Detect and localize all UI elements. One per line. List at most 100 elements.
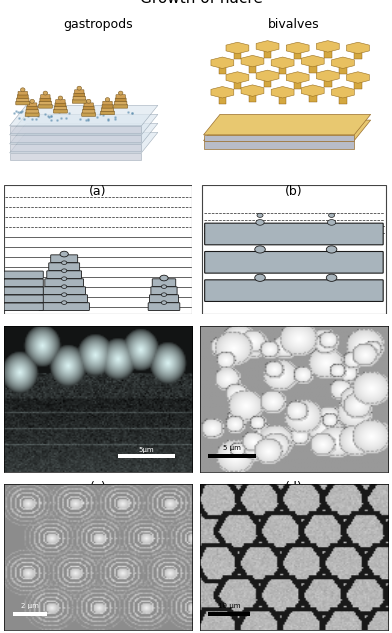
Circle shape — [60, 251, 68, 257]
Bar — [279, 96, 287, 104]
FancyBboxPatch shape — [56, 99, 65, 103]
Circle shape — [62, 269, 67, 272]
FancyBboxPatch shape — [40, 98, 51, 101]
Circle shape — [328, 213, 335, 217]
Polygon shape — [203, 135, 354, 141]
FancyBboxPatch shape — [16, 98, 29, 101]
Polygon shape — [226, 42, 249, 54]
FancyBboxPatch shape — [41, 295, 87, 303]
Polygon shape — [286, 72, 309, 83]
Bar — [354, 51, 362, 60]
FancyBboxPatch shape — [25, 113, 39, 116]
Circle shape — [255, 246, 265, 253]
Polygon shape — [332, 57, 354, 68]
Bar — [219, 66, 226, 74]
Polygon shape — [9, 126, 142, 133]
Circle shape — [160, 275, 168, 281]
FancyBboxPatch shape — [53, 110, 67, 113]
Polygon shape — [347, 72, 369, 83]
Bar — [208, 612, 250, 616]
FancyBboxPatch shape — [47, 271, 82, 279]
Polygon shape — [203, 120, 371, 141]
FancyBboxPatch shape — [83, 106, 94, 110]
Polygon shape — [316, 70, 339, 82]
FancyBboxPatch shape — [72, 99, 86, 103]
Circle shape — [58, 96, 63, 100]
FancyBboxPatch shape — [4, 287, 43, 294]
Circle shape — [327, 220, 336, 225]
Text: 2 μm: 2 μm — [21, 603, 39, 609]
Circle shape — [162, 293, 167, 296]
Text: 5 μm: 5 μm — [223, 445, 241, 451]
FancyBboxPatch shape — [205, 280, 383, 301]
Polygon shape — [9, 144, 142, 151]
Text: Growth of nacre: Growth of nacre — [140, 0, 263, 6]
Text: (a): (a) — [89, 185, 107, 198]
FancyBboxPatch shape — [101, 108, 114, 111]
Polygon shape — [203, 141, 354, 149]
FancyBboxPatch shape — [49, 263, 80, 270]
Polygon shape — [211, 57, 234, 68]
Circle shape — [62, 261, 67, 265]
FancyBboxPatch shape — [39, 101, 52, 105]
FancyBboxPatch shape — [55, 103, 66, 106]
Bar — [279, 66, 287, 74]
Bar — [324, 49, 332, 58]
FancyBboxPatch shape — [151, 287, 177, 294]
Polygon shape — [9, 135, 142, 142]
Polygon shape — [256, 41, 279, 52]
FancyBboxPatch shape — [74, 90, 84, 94]
Polygon shape — [256, 70, 279, 82]
Bar — [324, 79, 332, 87]
Polygon shape — [9, 105, 158, 126]
FancyBboxPatch shape — [54, 106, 67, 110]
Circle shape — [43, 91, 47, 95]
Bar — [264, 79, 271, 87]
Bar — [294, 81, 301, 89]
Circle shape — [257, 213, 263, 217]
FancyBboxPatch shape — [17, 95, 28, 98]
FancyBboxPatch shape — [148, 303, 180, 310]
Circle shape — [86, 99, 91, 103]
Text: bivalves: bivalves — [268, 18, 320, 30]
Polygon shape — [332, 87, 354, 98]
Bar — [354, 81, 362, 89]
Circle shape — [62, 293, 67, 296]
Polygon shape — [9, 115, 158, 135]
FancyBboxPatch shape — [4, 271, 43, 279]
Polygon shape — [241, 55, 264, 67]
Circle shape — [118, 91, 123, 95]
FancyBboxPatch shape — [205, 251, 383, 273]
FancyBboxPatch shape — [103, 101, 112, 105]
FancyBboxPatch shape — [27, 103, 37, 106]
Polygon shape — [226, 72, 249, 83]
Polygon shape — [316, 41, 339, 52]
Circle shape — [162, 301, 167, 304]
FancyBboxPatch shape — [43, 287, 85, 294]
Polygon shape — [9, 153, 142, 160]
Bar — [339, 66, 347, 74]
FancyBboxPatch shape — [16, 101, 30, 105]
Polygon shape — [211, 87, 234, 98]
Circle shape — [62, 285, 67, 289]
Polygon shape — [9, 132, 158, 153]
Bar — [219, 96, 226, 104]
FancyBboxPatch shape — [38, 104, 52, 108]
Bar — [234, 81, 241, 89]
FancyBboxPatch shape — [39, 303, 89, 310]
FancyBboxPatch shape — [84, 103, 93, 106]
FancyBboxPatch shape — [18, 91, 27, 95]
Polygon shape — [286, 42, 309, 54]
FancyBboxPatch shape — [74, 93, 85, 97]
Circle shape — [105, 97, 110, 101]
FancyBboxPatch shape — [152, 279, 176, 287]
Circle shape — [62, 277, 67, 280]
Polygon shape — [271, 87, 294, 98]
Circle shape — [30, 99, 34, 103]
Bar — [13, 612, 47, 616]
FancyBboxPatch shape — [26, 110, 38, 113]
FancyBboxPatch shape — [4, 279, 43, 287]
FancyBboxPatch shape — [100, 111, 114, 115]
Text: 10 μm: 10 μm — [218, 603, 240, 609]
Circle shape — [20, 88, 25, 92]
